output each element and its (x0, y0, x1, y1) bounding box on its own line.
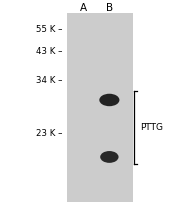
Text: 34 K –: 34 K – (36, 76, 62, 85)
Text: 23 K –: 23 K – (36, 129, 62, 138)
Text: 43 K –: 43 K – (36, 47, 62, 56)
Text: B: B (106, 3, 113, 12)
Bar (66, 13, 133, 202)
Text: A: A (80, 3, 87, 12)
Ellipse shape (99, 94, 119, 106)
Ellipse shape (100, 151, 119, 163)
Text: 55 K –: 55 K – (36, 25, 62, 34)
Text: PTTG: PTTG (140, 123, 163, 132)
